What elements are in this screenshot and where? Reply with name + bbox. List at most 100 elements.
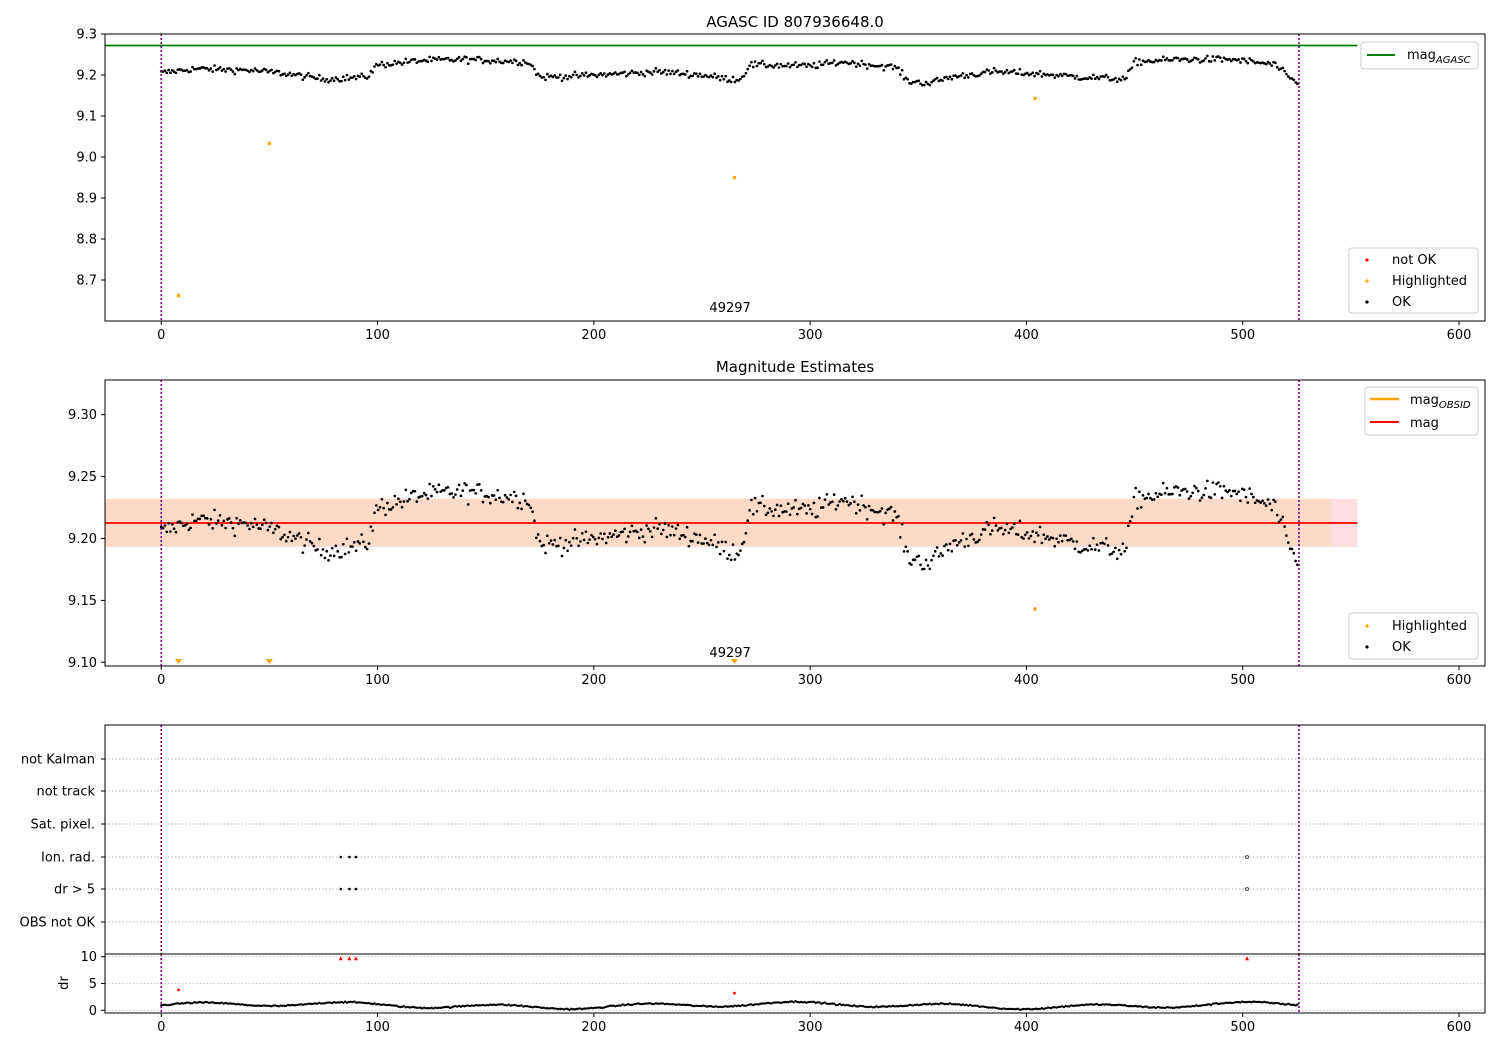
dr-point: [674, 1003, 678, 1006]
ok-point: [560, 554, 564, 558]
ok-point: [948, 542, 952, 546]
ok-point: [1196, 57, 1200, 61]
ok-point: [805, 65, 808, 69]
dr-point: [866, 1005, 869, 1009]
ok-point: [325, 77, 329, 81]
dr-point: [1193, 1004, 1196, 1008]
ok-point: [222, 67, 226, 71]
dr-point: [893, 1005, 897, 1008]
dr-point: [1139, 1005, 1143, 1008]
ok-point: [1218, 484, 1222, 488]
dr-point: [980, 1005, 983, 1008]
dr-point: [1167, 1006, 1170, 1009]
ok-point: [1242, 57, 1246, 61]
ok-point: [1033, 74, 1036, 78]
ok-point: [906, 77, 910, 81]
ok-point: [1171, 492, 1174, 496]
ok-point: [1029, 534, 1033, 538]
ok-point: [643, 540, 647, 544]
ok-point: [395, 62, 398, 66]
dr-point: [634, 1002, 637, 1006]
ok-point: [1136, 63, 1139, 67]
dr-point: [735, 1004, 738, 1008]
ok-point: [602, 532, 606, 536]
ok-point: [854, 65, 858, 68]
flag-point: [348, 887, 351, 891]
dr-point: [796, 1000, 799, 1004]
dr-point: [1077, 1004, 1080, 1007]
ok-point: [165, 530, 169, 534]
ok-point: [625, 74, 628, 78]
dr-point: [1112, 1003, 1115, 1007]
ok-point: [1093, 548, 1097, 552]
dr-point: [329, 1001, 332, 1004]
dr-point: [356, 1001, 360, 1004]
dr-point: [636, 1002, 639, 1005]
panel-agasc-annotation: 49297: [709, 301, 750, 316]
ok-point: [332, 79, 336, 83]
ok-point: [737, 553, 740, 557]
ok-point: [1226, 490, 1229, 494]
ok-point: [904, 76, 908, 80]
dr-point: [627, 1003, 630, 1006]
ok-point: [428, 482, 432, 486]
dr-point: [463, 1005, 466, 1008]
ok-point: [327, 559, 330, 562]
ok-point: [207, 69, 211, 72]
dr-point: [628, 1003, 632, 1006]
dr-point: [777, 1001, 781, 1004]
ok-point: [654, 516, 658, 520]
ok-point: [373, 511, 376, 515]
dr-point: [739, 1004, 742, 1008]
dr-point: [713, 1005, 716, 1008]
dr-point: [450, 1006, 453, 1009]
ok-point: [362, 540, 365, 544]
ok-point: [323, 80, 327, 83]
dr-point: [884, 1005, 887, 1008]
dr-point: [748, 1003, 751, 1006]
dr-point: [617, 1004, 621, 1007]
dr-point: [728, 1005, 731, 1008]
dr-point: [549, 1006, 553, 1010]
dr-point: [610, 1004, 613, 1007]
ok-point: [1104, 73, 1108, 77]
dr-point: [1250, 1001, 1253, 1004]
ok-point: [303, 75, 306, 79]
ok-point: [454, 59, 457, 62]
dr-point: [1003, 1007, 1007, 1011]
dr-point: [1114, 1003, 1117, 1007]
dr-point: [759, 1002, 762, 1005]
ok-point: [345, 537, 349, 541]
ok-point: [864, 63, 867, 67]
ok-point: [1141, 493, 1145, 497]
dr-point: [1169, 1006, 1172, 1009]
ok-point: [404, 488, 408, 492]
ok-point: [273, 527, 277, 531]
dr-point: [1296, 1003, 1299, 1006]
ok-point: [380, 60, 384, 64]
ok-point: [404, 57, 408, 61]
dr-point: [529, 1005, 532, 1009]
ok-point: [1185, 490, 1189, 493]
ok-point: [213, 64, 216, 67]
ok-point: [1003, 70, 1007, 74]
ok-point: [1191, 58, 1195, 62]
dr-point: [1040, 1007, 1044, 1010]
ok-point: [514, 59, 518, 63]
dr-point: [1123, 1003, 1126, 1007]
ok-point: [884, 511, 887, 515]
dr-point: [564, 1007, 567, 1011]
dr-point: [433, 1006, 437, 1009]
dr-point: [204, 1000, 207, 1004]
ok-point: [770, 64, 773, 68]
dr-point: [1068, 1005, 1071, 1008]
ok-point: [185, 522, 189, 526]
dr-point: [1051, 1006, 1055, 1009]
y-tick-label: 8.7: [76, 274, 97, 289]
dr-point: [174, 1002, 178, 1005]
dr-point: [531, 1006, 534, 1009]
ok-point: [391, 63, 395, 67]
dr-point: [388, 1003, 391, 1007]
ok-point: [492, 494, 496, 497]
ok-point: [803, 62, 807, 66]
